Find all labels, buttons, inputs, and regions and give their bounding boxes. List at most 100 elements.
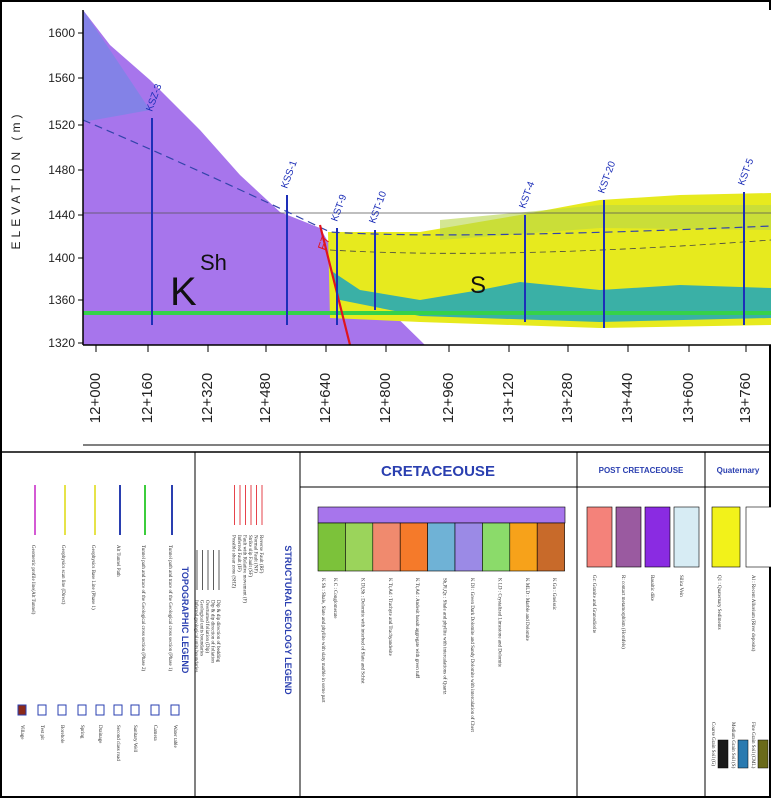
legend-text: Water table [172, 725, 177, 749]
chainage-label: 12+160 [139, 373, 156, 423]
unit-text: K Dl,Sh : Dolomite with interbed of Slat… [359, 578, 364, 684]
chainage-label: 12+640 [317, 373, 334, 423]
elevation-label: 1440 [48, 208, 75, 222]
legend-symbol [95, 704, 105, 716]
unit-swatch [372, 522, 401, 572]
elevation-label: 1400 [48, 251, 75, 265]
unit-label: S [470, 272, 486, 299]
unit-swatch [454, 522, 483, 572]
chainage-label: 12+800 [377, 373, 394, 423]
chainage-label: 13+120 [500, 373, 517, 423]
legend-text: Borehole [59, 725, 64, 744]
elevation-label: 1480 [48, 163, 75, 177]
soil-swatch [737, 739, 749, 769]
legend-text: Test pit [39, 725, 44, 740]
section-title: CRETACEOUSE [381, 463, 495, 480]
unit-text: K Gn : Gneissic [551, 578, 556, 611]
legend-text: Geophysics Base Line (Phase 1) [90, 545, 95, 610]
legend-text: Camera [152, 725, 157, 741]
unit-swatch [427, 522, 456, 572]
unit-text: R: contact metamorphism (Hornfels) [620, 575, 625, 649]
unit-swatch [399, 522, 428, 572]
unit-text: K MLD : Marble and Dolomite [524, 578, 529, 642]
unit-swatch [536, 522, 565, 572]
legend-text: Reverse Fault (RF) [258, 535, 263, 574]
legend-text: Fault with Relative movement (F) [242, 535, 247, 603]
chainage-label: 12+320 [199, 373, 216, 423]
unit-swatch [586, 506, 613, 568]
chainage-label: 13+280 [559, 373, 576, 423]
unit-text: K Tr,Ad : Trachyte and Trachyandesite [387, 578, 392, 657]
legend-text: Village [19, 725, 24, 740]
legend-text: Inferred Fault (IF) [236, 535, 241, 572]
chainage-label: 13+440 [619, 373, 636, 423]
fault-label: F7 [315, 234, 333, 252]
legend-text: Strike slip Fault (SF) [247, 535, 252, 577]
unit-s-green [440, 205, 771, 240]
elevation-label: 1600 [48, 26, 75, 40]
unit-swatch [317, 522, 346, 572]
fault-line [318, 224, 352, 346]
unit-text: K Sh : Shale, Slate and phyllite with sl… [320, 578, 325, 703]
unit-swatch [711, 506, 741, 568]
unit-label: K [170, 270, 197, 314]
unit-swatch [317, 506, 566, 524]
unit-text: Sh,Pl,Qz : Shale and phyllite with inter… [442, 578, 447, 695]
elevation-label: 1320 [48, 336, 75, 350]
unit-text: K C : Conglomerate [332, 578, 337, 619]
legend-text: Tunnel path and trace of the Geological … [140, 545, 145, 672]
unit-swatch [482, 522, 511, 572]
chainage-label: 13+760 [737, 373, 754, 423]
section-title: STRUCTURAL GEOLOGY LEGEND [283, 545, 293, 695]
legend-symbol [130, 704, 140, 716]
legend-text: Normal Fault (NF) [253, 535, 258, 573]
legend-symbol [17, 704, 27, 716]
axis-label: ELEVATION (m) [9, 111, 23, 250]
section-title: Quaternary [717, 466, 760, 475]
unit-text: Q1 : Quaternary Sediments [716, 575, 721, 630]
elevation-label: 1520 [48, 118, 75, 132]
chainage-label: 12+960 [440, 373, 457, 423]
legend-text: Second class road [115, 725, 120, 761]
legend-text: Geological units boundaries [199, 600, 204, 656]
legend-text: Inferred geological units boundaries [193, 600, 198, 672]
elevation-label: 1560 [48, 71, 75, 85]
elevation-label: 1360 [48, 293, 75, 307]
unit-text: K Tr,Ad : Andesit basalt aggregate with … [414, 578, 419, 678]
legend-symbol [113, 704, 123, 716]
chainage-label: 12+480 [257, 373, 274, 423]
unit-text: Coarse Grain Soil (G) [710, 722, 715, 766]
section-title: TOPOGRAPHIC LEGEND [180, 567, 190, 674]
section-title: POST CRETACEOUSE [599, 466, 684, 475]
legend-text: Possible shear zone (SHZ) [231, 535, 236, 589]
unit-text: K Dl : Green Dark Dolomite and Sandy Dol… [469, 578, 474, 732]
unit-text: Al : Recent Alluvium (River deposits) [750, 575, 755, 652]
legend-text: Spring [79, 725, 84, 739]
legend-text: Tunnel path and trace of the Geological … [167, 545, 172, 672]
legend-symbol [150, 704, 160, 716]
legend-text: Drainage [97, 725, 102, 744]
dashed-boundary [82, 119, 771, 236]
unit-text: Gr: Granite and Granodiorite [591, 575, 596, 634]
legend-text: Geophysics scan line (Direct) [60, 545, 65, 605]
unit-swatch [509, 522, 538, 572]
unit-text: Silica Vein [678, 575, 683, 597]
chainage-label: 13+600 [680, 373, 697, 423]
legend-text: Sanitary Well [132, 725, 137, 753]
soil-swatch [717, 739, 729, 769]
unit-swatch [644, 506, 671, 568]
unit-text: Medium Grain Soil (S) [730, 722, 735, 769]
unit-upper [83, 10, 150, 122]
legend-symbol [37, 704, 47, 716]
legend-symbol [77, 704, 87, 716]
unit-text: Fine Grain Soil (CML) [750, 722, 755, 769]
legend-symbol [57, 704, 67, 716]
legend-symbol [170, 704, 180, 716]
unit-swatch [345, 522, 374, 572]
soil-swatch [757, 739, 769, 769]
unit-text: K LD : Crystalized Limestone and Dolomit… [496, 578, 501, 668]
legend-text: Dip & dip direction of bedding [215, 600, 220, 663]
legend-text: Dip & dip direction of foliation [210, 600, 215, 663]
